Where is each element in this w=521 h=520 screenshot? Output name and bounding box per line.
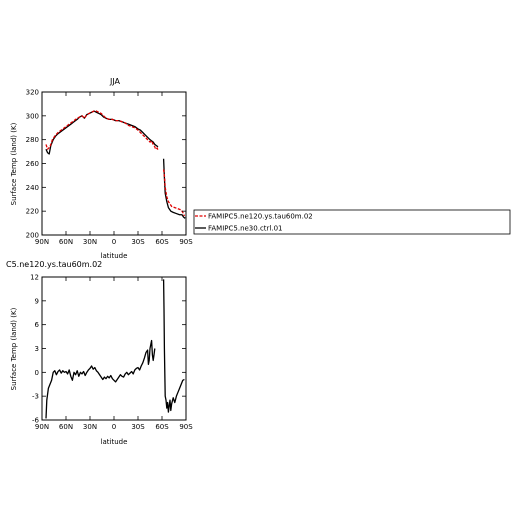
- bottom-series-0-line: [162, 279, 185, 413]
- top-xtick-label: 60S: [155, 238, 169, 246]
- bottom-ytick-label: 0: [35, 369, 39, 377]
- bottom-ytick-label: 12: [30, 274, 39, 282]
- bottom-xtick-label: 0: [112, 423, 116, 431]
- bottom-ytick-label: 9: [35, 297, 39, 305]
- top-xtick-label: 90S: [179, 238, 193, 246]
- bottom-panel-xlabel: latitude: [101, 438, 128, 446]
- top-ytick-label: 200: [26, 232, 39, 240]
- top-ytick-label: 240: [26, 184, 39, 192]
- bottom-xtick-label: 60S: [155, 423, 169, 431]
- top-panel-ylabel: Surface Temp (land) (K): [10, 122, 18, 205]
- top-ytick-label: 220: [26, 208, 39, 216]
- top-series-1-line: [162, 158, 186, 219]
- bottom-xtick-label: 30N: [83, 423, 97, 431]
- top-panel-axes: 90N 60N 30N 0 30S 60S 90S 200 220 240 260 280 300 320: [26, 89, 194, 247]
- bottom-panel-series: [45, 279, 185, 419]
- legend-box: [193, 209, 511, 235]
- bottom-xtick-label: 30S: [131, 423, 145, 431]
- top-xtick-label: 60N: [59, 238, 73, 246]
- legend-label-ne30: FAMIPC5.ne30.ctrl.01: [208, 225, 283, 233]
- top-xtick-label: 90N: [35, 238, 49, 246]
- bottom-ytick-label: -3: [32, 393, 39, 401]
- legend-label-ne120: FAMIPC5.ne120.ys.tau60m.02: [208, 213, 313, 221]
- top-xtick-label: 30N: [83, 238, 97, 246]
- top-xtick-label: 0: [112, 238, 116, 246]
- top-panel-xlabel: latitude: [101, 252, 128, 260]
- top-xtick-label: 30S: [131, 238, 145, 246]
- top-series-0-line: [45, 110, 159, 151]
- bottom-ytick-label: 6: [35, 321, 40, 329]
- top-series-1-line: [45, 110, 159, 155]
- top-ytick-label: 300: [26, 112, 39, 120]
- top-ytick-label: 280: [26, 136, 39, 144]
- top-ytick-label: 320: [26, 89, 39, 97]
- bottom-xtick-label: 90N: [35, 423, 49, 431]
- bottom-panel: C5.ne120.ys.tau60m.02 90N 60N 30N 0 30S 60S 90…: [6, 260, 193, 446]
- bottom-panel-axes: 90N 60N 30N 0 30S 60S 90S -6 -3 0 3 6 9 12: [30, 274, 193, 432]
- top-panel: JJA 90N 60N 30N 0 30S 60S 90S 200 220 240 260 280 30…: [10, 77, 193, 260]
- top-panel-series: [45, 110, 186, 219]
- bottom-ytick-label: -6: [32, 417, 40, 425]
- top-panel-title: JJA: [109, 77, 121, 86]
- bottom-series-0-line: [45, 339, 156, 419]
- bottom-panel-ylabel: Surface Temp (land) (K): [10, 307, 18, 390]
- legend: FAMIPC5.ne120.ys.tau60m.02 FAMIPC5.ne30.…: [193, 209, 511, 235]
- top-series-0-line: [162, 169, 185, 217]
- bottom-xtick-label: 90S: [179, 423, 193, 431]
- bottom-ytick-label: 3: [35, 345, 39, 353]
- bottom-xtick-label: 60N: [59, 423, 73, 431]
- top-ytick-label: 260: [26, 160, 39, 168]
- bottom-panel-title: C5.ne120.ys.tau60m.02: [6, 260, 102, 269]
